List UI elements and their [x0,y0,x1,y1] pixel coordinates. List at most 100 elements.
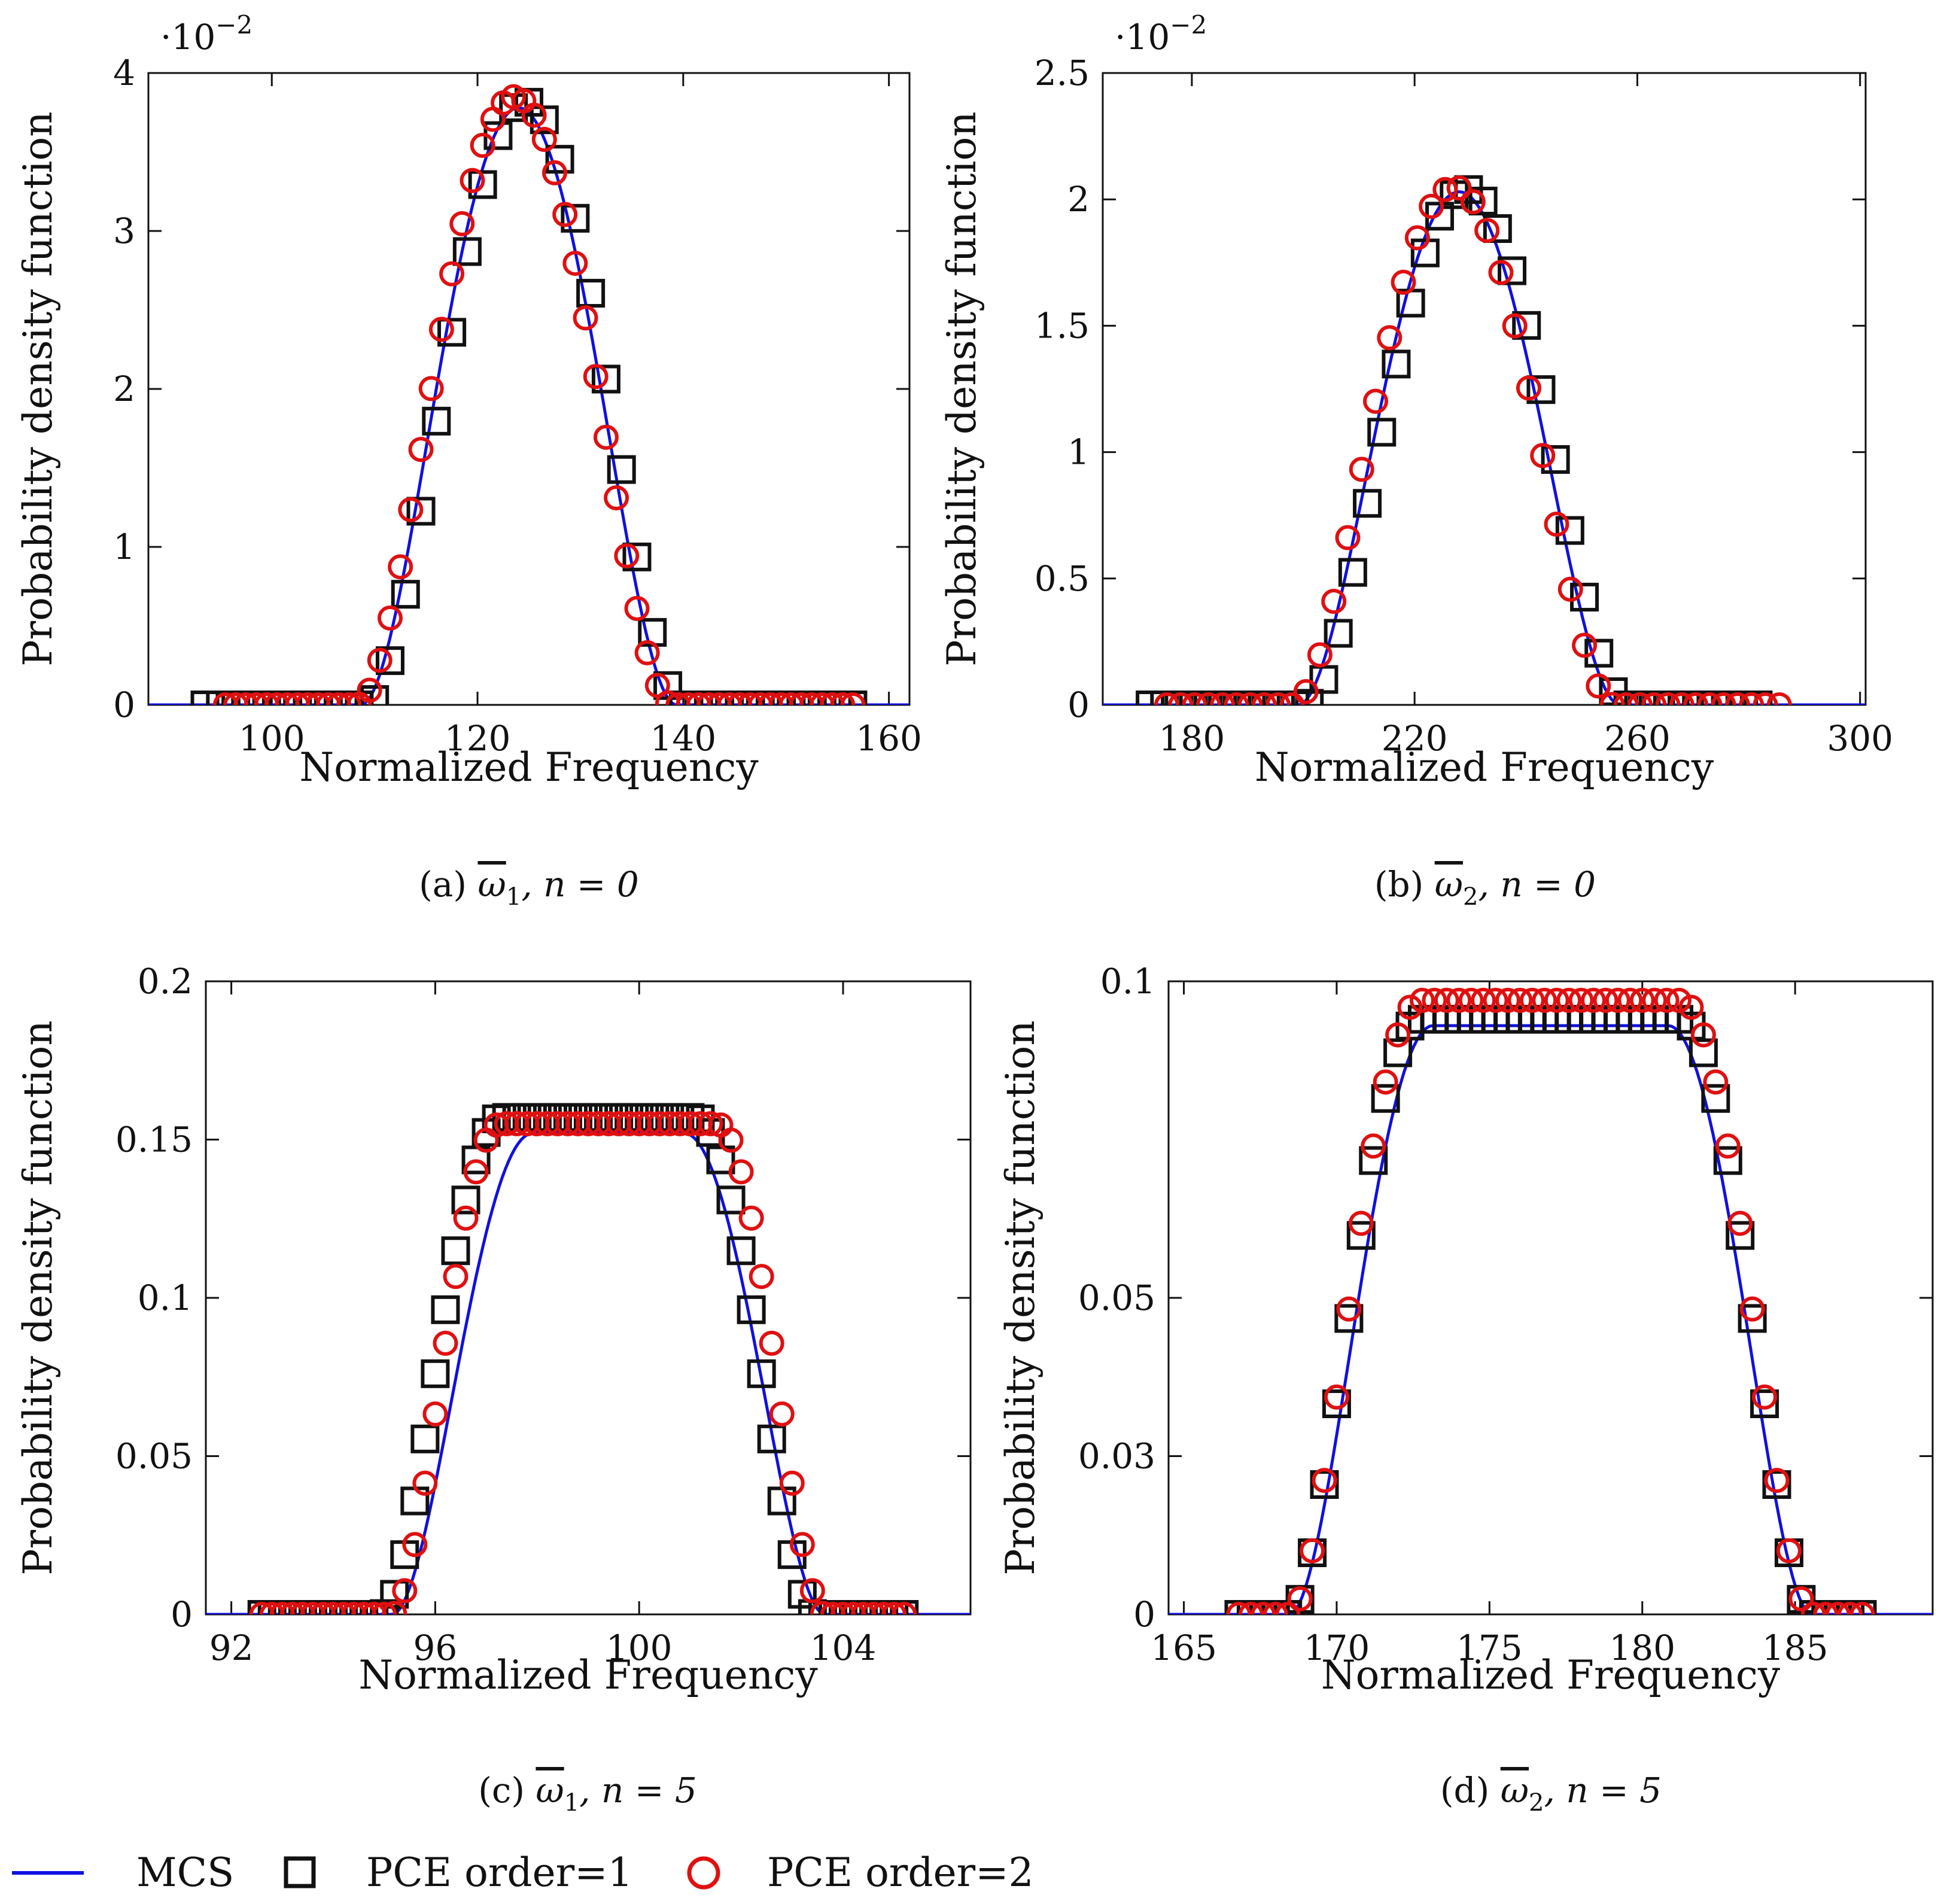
series-pce2-marker [737,692,763,705]
series-pce2-marker [1349,457,1374,482]
legend-pce1-label: PCE order=1 [366,1850,633,1896]
series-pce1-marker [1498,256,1527,285]
x-tick-label: 175 [1456,1628,1523,1668]
series-pce2-marker [439,261,465,287]
series-pce2-marker [1279,692,1305,705]
series-pce2-marker [1373,1069,1398,1095]
series-pce2-marker [1238,1602,1264,1614]
series-pce2-marker [1446,987,1472,1013]
series-pce2-marker [1265,692,1291,705]
x-tick-label: 180 [1159,718,1225,759]
legend-pce2-label: PCE order=2 [767,1850,1034,1896]
legend-pce2-swatch [687,1856,720,1890]
series-pce2-marker [1683,692,1709,705]
series-pce2-marker [254,692,279,705]
panel-b: 180 220 260 300 0 0.5 1 1.5 2 2.5 ·10−2 Normalized … [939,10,1893,911]
series-pce2-marker [1397,994,1423,1020]
series-pce2-marker [1586,673,1611,699]
series-pce2-marker [717,692,743,705]
x-tick-label: 170 [1304,1628,1370,1668]
series-pce2-marker [1711,692,1736,705]
series-pce2-marker [295,692,321,705]
series-pce2-marker [1739,692,1765,705]
series-pce2-marker [1432,177,1458,202]
series-pce2-marker [1666,987,1692,1013]
plot-area [1169,987,1933,1614]
series-mcs-line [1103,190,1866,705]
series-pce2-marker [757,692,783,705]
series-pce2-marker [321,1602,346,1614]
series-pce2-marker [1655,692,1681,705]
series-pce1-marker [375,646,404,676]
series-pce1-marker [545,145,574,174]
series-pce2-marker [1544,987,1569,1013]
series-pce2-marker [1599,692,1625,705]
y-tick-label: 0.05 [115,1436,193,1477]
series-pce2-marker [521,102,547,128]
series-pce2-marker [382,1601,407,1614]
series-pce1-marker [299,691,328,705]
series-pce2-marker [1404,225,1430,251]
series-pce2-marker [402,1532,428,1558]
x-tick-label: 220 [1382,718,1448,759]
series-mcs-line [148,106,909,705]
series-pce1-marker [1541,445,1570,474]
y-tick-label: 2 [1067,179,1090,220]
series-pce1-marker [1526,375,1556,404]
panel-caption: (c) ω1, n = 5 [478,1770,697,1817]
plot-frame [1102,72,1867,706]
series-pce1-marker [468,170,497,199]
series-mcs-line [206,1132,971,1614]
series-pce2-marker [398,497,424,522]
series-mcs-line [1169,1024,1933,1614]
series-pce2-marker [1251,692,1277,705]
series-pce2-marker [1581,987,1607,1013]
series-pce2-marker [244,692,269,705]
series-pce1-marker [1468,187,1498,216]
series-pce2-marker [1654,987,1680,1013]
plot-area [148,84,909,705]
series-pce2-marker [310,1602,336,1614]
series-pce1-marker [1483,214,1512,243]
series-pce1-marker [452,237,482,266]
series-pce1-marker [823,691,852,705]
series-pce1-marker [1208,691,1237,705]
series-pce1-marker [1689,1038,1718,1067]
series-pce2-marker [300,1602,325,1614]
series-pce1-marker [329,691,358,705]
series-pce2-marker [460,168,485,193]
series-pce1-marker [1251,691,1280,705]
series-pce2-marker [1849,1602,1875,1614]
series-pce2-marker [1813,1602,1839,1614]
series-pce2-marker [799,1578,825,1604]
series-pce1-marker [406,497,436,526]
series-pce1-marker [421,1359,450,1388]
series-pce1-marker [1295,689,1324,705]
panel-c: 92 96 100 104 0 0.05 0.1 0.15 0.2 Normalized Freq… [15,961,972,1817]
series-pce2-marker [463,1159,489,1185]
series-pce1-marker [1371,1084,1400,1113]
series-pce1-marker [1555,516,1584,545]
series-pce2-marker [830,692,856,705]
series-pce2-marker [1391,269,1416,295]
series-pce1-marker [380,1580,409,1609]
series-pce2-marker [1237,692,1263,705]
series-pce1-marker [737,1295,766,1324]
series-pce2-marker [1300,1538,1325,1564]
series-pce2-marker [1474,218,1500,244]
y-tick-label: 2.5 [1035,53,1090,93]
series-pce2-marker [326,692,351,705]
series-pce2-marker [1168,692,1194,705]
y-tick-label: 0.2 [138,961,193,1002]
series-pce1-marker [1309,665,1338,694]
series-pce2-marker [412,1470,438,1496]
x-tick-label: 92 [209,1628,254,1668]
y-tick-label: 0.05 [1078,1278,1155,1318]
series-pce2-marker [1262,1602,1288,1614]
series-pce2-marker [1788,1586,1814,1612]
series-pce2-marker [541,160,567,185]
series-pce2-marker [223,692,249,705]
series-pce1-marker [1729,691,1759,705]
series-pce2-marker [861,1602,887,1614]
